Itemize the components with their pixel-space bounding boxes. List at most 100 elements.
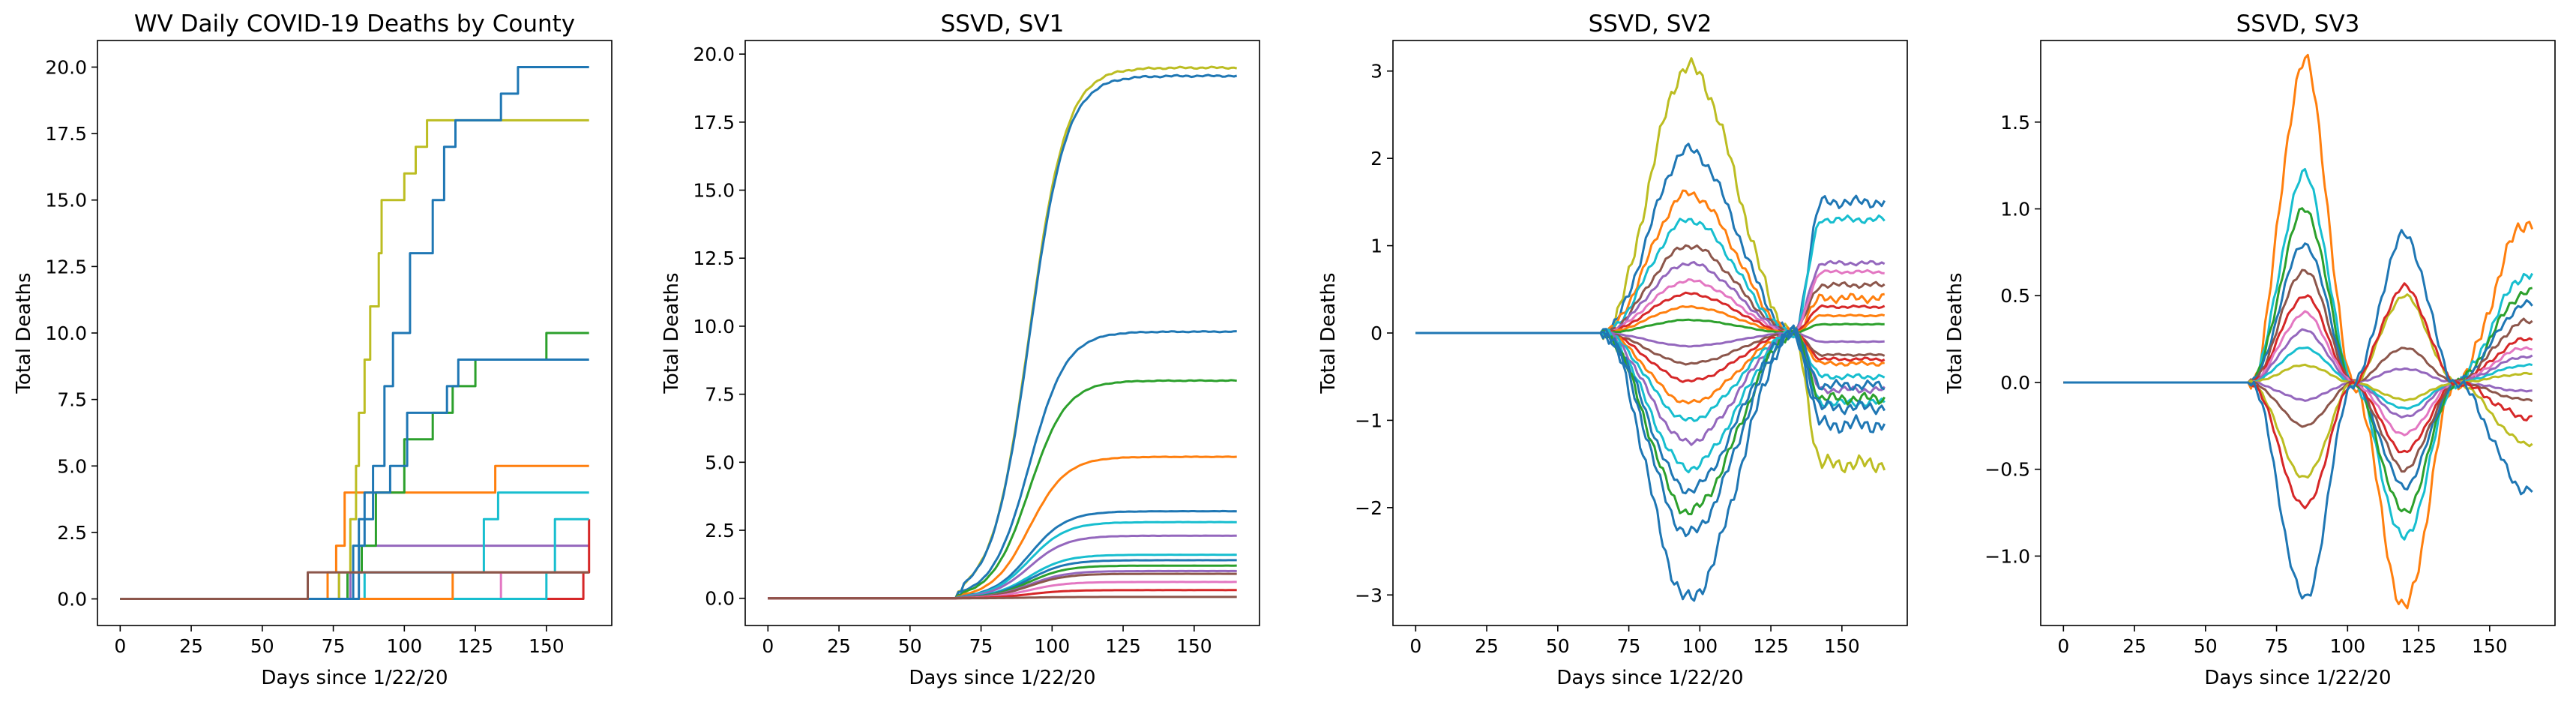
- series-group-2: [768, 65, 1238, 600]
- y-tick-label: 0.0: [2000, 372, 2030, 394]
- y-tick-label: 0.5: [2000, 285, 2030, 307]
- series-line: [1415, 324, 1886, 602]
- x-ticks-1: 0 25 50 75 100 125 150: [114, 626, 565, 657]
- y-axis-label-2: Total Deaths: [660, 272, 683, 394]
- y-tick-label: 7.5: [57, 389, 87, 411]
- chart-panel-1: 0 25 50 75 100 125 150 0.0 2.5 5.0 7.5 10.0 12.5 15.…: [13, 10, 613, 689]
- y-tick-label: 17.5: [45, 123, 87, 145]
- x-tick-label: 25: [2122, 635, 2146, 657]
- series-line: [2063, 294, 2533, 454]
- x-ticks-4: 0 25 50 75 100 125 150: [2057, 626, 2508, 657]
- x-axis-label-3: Days since 1/22/20: [1556, 667, 1743, 689]
- x-tick-label: 125: [1105, 635, 1141, 657]
- series-line: [1415, 260, 1886, 336]
- chart-panel-3: 0 25 50 75 100 125 150 −3 −2 −1 0 1 2 3 SSVD, SV2 Da…: [1317, 10, 1908, 689]
- x-tick-label: 0: [114, 635, 126, 657]
- x-ticks-2: 0 25 50 75 100 125 150: [762, 626, 1212, 657]
- y-ticks-1: 0.0 2.5 5.0 7.5 10.0 12.5 15.0 17.5 20.0: [45, 56, 97, 610]
- y-tick-label: 1: [1370, 236, 1382, 257]
- plot-area-1: [97, 40, 613, 626]
- x-tick-label: 25: [179, 635, 203, 657]
- series-line: [1415, 189, 1886, 338]
- series-line: [120, 118, 589, 600]
- y-tick-label: 17.5: [693, 112, 735, 134]
- y-tick-label: 0: [1370, 322, 1382, 344]
- y-axis-label-3: Total Deaths: [1317, 272, 1340, 394]
- x-tick-label: 50: [1546, 635, 1570, 657]
- y-tick-label: 10.0: [693, 316, 735, 338]
- y-tick-label: 10.0: [45, 322, 87, 344]
- series-line: [2063, 229, 2533, 600]
- x-axis-label-4: Days since 1/22/20: [2204, 667, 2391, 689]
- x-ticks-3: 0 25 50 75 100 125 150: [1409, 626, 1860, 657]
- series-line: [1415, 291, 1886, 336]
- x-tick-label: 0: [1409, 635, 1421, 657]
- chart-title-2: SSVD, SV1: [941, 10, 1065, 38]
- x-tick-label: 100: [1682, 635, 1718, 657]
- chart-title-3: SSVD, SV2: [1589, 10, 1712, 38]
- series-line: [120, 571, 589, 600]
- y-tick-label: 2.5: [705, 520, 735, 542]
- y-tick-label: 15.0: [693, 180, 735, 202]
- series-group-3: [1415, 57, 1886, 602]
- series-line: [120, 571, 589, 600]
- y-axis-label-1: Total Deaths: [13, 272, 35, 394]
- series-line: [120, 571, 589, 600]
- series-line: [2063, 328, 2533, 418]
- series-line: [120, 519, 591, 600]
- chart-title-1: WV Daily COVID-19 Deaths by County: [134, 10, 575, 38]
- x-tick-label: 75: [1617, 635, 1641, 657]
- x-tick-label: 0: [762, 635, 774, 657]
- y-tick-label: 2.5: [57, 522, 87, 544]
- x-tick-label: 50: [250, 635, 274, 657]
- y-ticks-4: −1.0 −0.5 0.0 0.5 1.0 1.5: [1984, 112, 2041, 567]
- y-tick-label: 3: [1370, 61, 1382, 82]
- x-tick-label: 150: [1824, 635, 1860, 657]
- x-tick-label: 50: [898, 635, 922, 657]
- x-tick-label: 150: [1176, 635, 1212, 657]
- y-tick-label: 12.5: [45, 256, 87, 278]
- y-tick-label: 1.0: [2000, 199, 2030, 220]
- y-tick-label: −3: [1355, 584, 1382, 606]
- series-line: [120, 518, 589, 600]
- series-line: [2063, 168, 2534, 541]
- series-line: [120, 571, 589, 600]
- y-ticks-3: −3 −2 −1 0 1 2 3: [1355, 61, 1393, 606]
- y-tick-label: 2: [1370, 148, 1382, 170]
- series-line: [120, 464, 589, 600]
- series-line: [768, 74, 1238, 600]
- plot-area-2: [744, 40, 1260, 626]
- x-tick-label: 125: [2401, 635, 2437, 657]
- y-tick-label: 1.5: [2000, 112, 2030, 134]
- chart-panel-2: 0 25 50 75 100 125 150 0.0 2.5 5.0 7.5 10.0 12.5 15.…: [660, 10, 1260, 689]
- y-tick-label: 0.0: [57, 589, 87, 610]
- series-line: [768, 455, 1237, 600]
- y-tick-label: −1: [1355, 410, 1382, 431]
- y-axis-label-4: Total Deaths: [1944, 272, 1966, 394]
- series-line: [768, 596, 1237, 600]
- x-axis-label-2: Days since 1/22/20: [909, 667, 1095, 689]
- series-group-4: [2063, 53, 2534, 610]
- x-axis-label-1: Days since 1/22/20: [261, 667, 448, 689]
- y-tick-label: −1.0: [1984, 545, 2030, 567]
- x-tick-label: 75: [969, 635, 993, 657]
- x-tick-label: 125: [457, 635, 493, 657]
- x-tick-label: 150: [2472, 635, 2508, 657]
- x-tick-label: 100: [386, 635, 422, 657]
- x-tick-label: 100: [1034, 635, 1070, 657]
- x-tick-label: 75: [322, 635, 346, 657]
- y-tick-label: 5.0: [57, 455, 87, 477]
- y-tick-label: −0.5: [1984, 459, 2030, 481]
- y-tick-label: −2: [1355, 497, 1382, 519]
- series-line: [120, 358, 589, 600]
- y-tick-label: 0.0: [705, 588, 735, 610]
- series-group-1: [120, 66, 591, 600]
- y-tick-label: 12.5: [693, 248, 735, 269]
- series-line: [120, 571, 589, 600]
- chart-panel-4: 0 25 50 75 100 125 150 −1.0 −0.5 0.0 0.5 1.0 1.5 SS…: [1944, 10, 2556, 689]
- series-line: [1415, 244, 1886, 336]
- y-ticks-2: 0.0 2.5 5.0 7.5 10.0 12.5 15.0 17.5 20.0: [693, 44, 745, 610]
- y-tick-label: 7.5: [705, 384, 735, 406]
- series-line: [1415, 318, 1885, 334]
